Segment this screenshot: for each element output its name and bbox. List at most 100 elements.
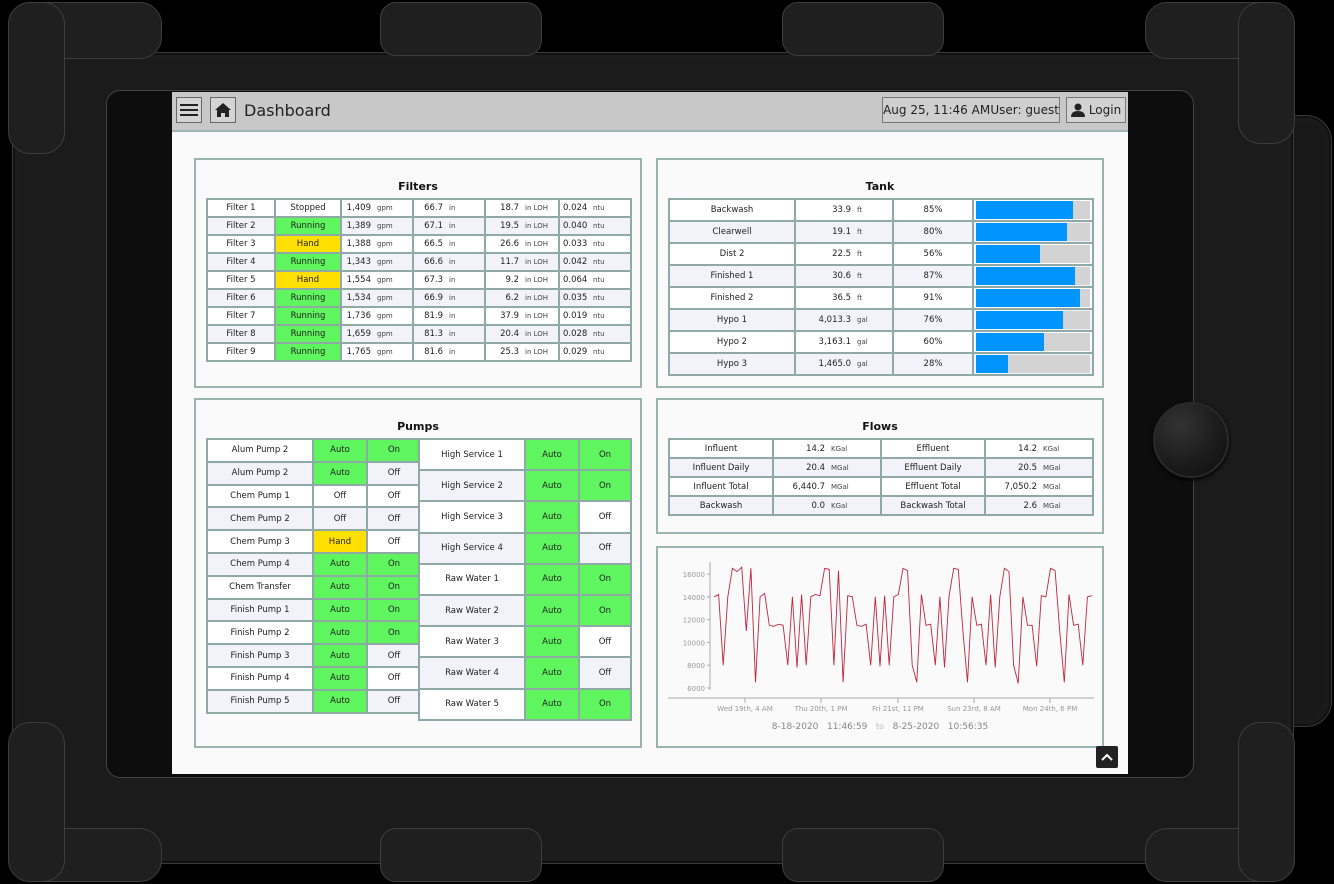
tank-row[interactable]: Finished 2 36.5 ft 91% (668, 286, 1094, 310)
flow-name: Backwash (668, 495, 774, 516)
tank-name: Clearwell (668, 220, 796, 244)
filter-flow: 1,409 gpm (340, 198, 414, 218)
pump-row[interactable]: Raw Water 4 Auto Off (418, 656, 632, 690)
tank-level-bar (972, 352, 1094, 376)
flows-panel: Flows Influent 14.2 KGal Effluent 14.2 KGal In… (656, 398, 1104, 534)
filter-level-value: 81.3 (424, 329, 443, 339)
pump-mode: Auto (312, 551, 368, 577)
tank-row[interactable]: Hypo 3 1,465.0 gal 28% (668, 352, 1094, 376)
status-box: Aug 25, 11:46 AM User: guest (882, 97, 1060, 123)
pump-mode: Auto (312, 688, 368, 714)
filter-row[interactable]: Filter 6 Running 1,534 gpm 66.9 in 6.2 in LOH 0.… (206, 288, 632, 308)
pump-mode: Auto (524, 593, 580, 628)
pump-row[interactable]: Chem Pump 1 Off Off (206, 483, 422, 509)
pump-row[interactable]: Raw Water 5 Auto On (418, 687, 632, 721)
flow-value-number: 6,440.7 (792, 481, 825, 492)
filter-turbidity-unit: ntu (593, 258, 605, 266)
trend-line (713, 566, 1093, 684)
login-button[interactable]: Login (1066, 97, 1126, 123)
pump-row[interactable]: Alum Pump 2 Auto Off (206, 460, 422, 486)
filter-row[interactable]: Filter 3 Hand 1,388 gpm 66.5 in 26.6 in LOH 0.03… (206, 234, 632, 254)
filter-row[interactable]: Filter 4 Running 1,343 gpm 66.6 in 11.7 in LOH 0… (206, 252, 632, 272)
filter-row[interactable]: Filter 2 Running 1,389 gpm 67.1 in 19.5 in LOH 0… (206, 216, 632, 236)
pump-row[interactable]: High Service 3 Auto Off (418, 500, 632, 534)
pump-row[interactable]: Chem Pump 4 Auto On (206, 551, 422, 577)
tank-row[interactable]: Dist 2 22.5 ft 56% (668, 242, 1094, 266)
filter-row[interactable]: Filter 7 Running 1,736 gpm 81.9 in 37.9 in LOH 0… (206, 306, 632, 326)
flow-value-unit: KGal (1043, 444, 1060, 453)
menu-button[interactable] (176, 97, 202, 123)
flow-row: Influent Total 6,440.7 MGal Effluent Total 7… (668, 476, 1094, 497)
pump-row[interactable]: Chem Pump 3 Hand Off (206, 529, 422, 554)
filter-level: 81.3 in (412, 324, 486, 344)
trend-chart[interactable]: 6000 8000 10000 12000 14000 16000 Wed 19th, 4 … (658, 548, 1102, 746)
dashboard-screen: Dashboard Aug 25, 11:46 AM User: guest L… (172, 92, 1128, 774)
pump-row[interactable]: Finish Pump 1 Auto On (206, 597, 422, 623)
filter-name: Filter 2 (206, 216, 276, 236)
filter-row[interactable]: Filter 8 Running 1,659 gpm 81.3 in 20.4 in LOH 0… (206, 324, 632, 344)
tank-row[interactable]: Hypo 1 4,013.3 gal 76% (668, 308, 1094, 332)
filter-turbidity-value: 0.029 (563, 347, 588, 357)
x-tick-label: Fri 21st, 11 PM (872, 705, 924, 713)
tank-level-value: 3,163.1 (818, 337, 851, 347)
filter-level-unit: in (449, 348, 456, 356)
tank-bar-track (976, 289, 1090, 307)
pump-row[interactable]: Raw Water 3 Auto Off (418, 625, 632, 659)
filter-loh: 19.5 in LOH (484, 216, 560, 236)
pump-row[interactable]: High Service 1 Auto On (418, 437, 632, 472)
tank-level-bar (972, 220, 1094, 244)
pump-mode: Auto (312, 597, 368, 623)
home-button[interactable] (210, 97, 236, 123)
pump-row[interactable]: Finish Pump 5 Auto Off (206, 688, 422, 714)
pump-row[interactable]: High Service 4 Auto Off (418, 531, 632, 565)
flow-value: 0.0 KGal (772, 495, 882, 516)
y-tick-label: 14000 (683, 594, 705, 602)
device-home-button[interactable] (1153, 402, 1229, 478)
tank-level: 33.9 ft (794, 198, 894, 222)
flows-title: Flows (862, 420, 898, 433)
filter-row[interactable]: Filter 1 Stopped 1,409 gpm 66.7 in 18.7 in LOH 0… (206, 198, 632, 218)
tank-name: Hypo 3 (668, 352, 796, 376)
flow-value-unit: KGal (831, 444, 848, 453)
pump-row[interactable]: Finish Pump 3 Auto Off (206, 643, 422, 668)
filter-level: 81.9 in (412, 306, 486, 326)
filter-status: Stopped (274, 198, 342, 218)
tank-bar-track (976, 333, 1090, 351)
filter-turbidity: 0.029 ntu (558, 342, 632, 362)
filter-loh-value: 37.9 (500, 311, 519, 321)
filter-loh-value: 9.2 (505, 275, 519, 285)
filter-turbidity: 0.028 ntu (558, 324, 632, 344)
pump-row[interactable]: Raw Water 1 Auto On (418, 562, 632, 596)
filter-row[interactable]: Filter 9 Running 1,765 gpm 81.6 in 25.3 in LOH 0… (206, 342, 632, 362)
flow-name: Influent (668, 438, 774, 459)
case-corner-bumper (1238, 722, 1295, 882)
tank-bar-track (976, 201, 1090, 219)
tank-row[interactable]: Backwash 33.9 ft 85% (668, 198, 1094, 222)
filters-title: Filters (398, 180, 438, 193)
scroll-to-top-button[interactable] (1096, 746, 1118, 768)
pump-mode: Auto (312, 460, 368, 486)
y-tick-label: 16000 (683, 571, 705, 579)
filter-loh-value: 18.7 (500, 203, 519, 213)
pump-row[interactable]: Alum Pump 2 Auto On (206, 438, 422, 463)
filter-row[interactable]: Filter 5 Hand 1,554 gpm 67.3 in 9.2 in LOH 0.064… (206, 270, 632, 290)
pump-row[interactable]: Chem Pump 2 Off Off (206, 506, 422, 532)
pump-row[interactable]: Raw Water 2 Auto On (418, 593, 632, 628)
filter-level: 66.6 in (412, 252, 486, 272)
tank-name: Dist 2 (668, 242, 796, 266)
pump-row[interactable]: High Service 2 Auto On (418, 469, 632, 503)
pump-state: On (578, 437, 632, 472)
pump-name: Alum Pump 2 (206, 460, 314, 486)
pump-row[interactable]: Finish Pump 4 Auto Off (206, 665, 422, 691)
x-tick-label: Mon 24th, 6 PM (1023, 705, 1077, 713)
flow-value-unit: MGal (1043, 501, 1061, 510)
tank-bar-fill (976, 289, 1080, 307)
tank-row[interactable]: Finished 1 30.6 ft 87% (668, 264, 1094, 288)
pump-row[interactable]: Finish Pump 2 Auto On (206, 620, 422, 646)
filter-status: Hand (274, 234, 342, 254)
top-bar: Dashboard Aug 25, 11:46 AM User: guest L… (172, 92, 1128, 132)
tank-row[interactable]: Hypo 2 3,163.1 gal 60% (668, 330, 1094, 354)
pump-row[interactable]: Chem Transfer Auto On (206, 574, 422, 600)
x-tick-label: Wed 19th, 4 AM (717, 705, 773, 713)
tank-row[interactable]: Clearwell 19.1 ft 80% (668, 220, 1094, 244)
